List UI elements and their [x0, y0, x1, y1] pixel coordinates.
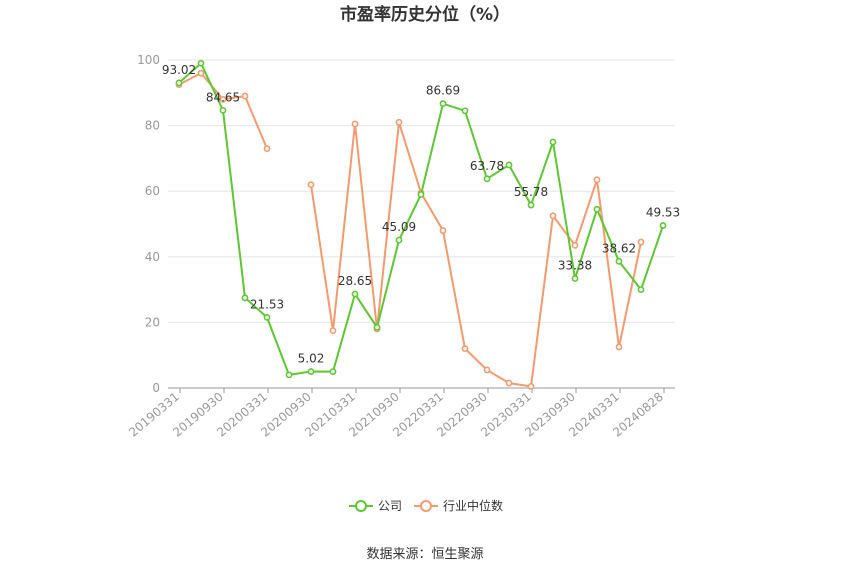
legend[interactable]: 公司 行业中位数 — [349, 498, 503, 513]
series-lines — [175, 59, 667, 390]
y-tick-label: 100 — [137, 53, 160, 67]
data-label: 55.78 — [514, 185, 548, 199]
data-point — [593, 176, 601, 184]
data-point — [593, 205, 601, 213]
data-point — [549, 138, 557, 146]
y-tick-label: 0 — [152, 381, 160, 395]
data-labels: 93.02 84.65 21.53 5.02 28.65 45.09 86.69 63.78 5… — [162, 63, 680, 366]
data-label: 63.78 — [470, 159, 504, 173]
chart-title: 市盈率历史分位（%） — [340, 4, 510, 25]
legend-item[interactable]: 公司 — [349, 499, 402, 513]
data-point — [219, 106, 227, 114]
data-label: 86.69 — [426, 84, 460, 98]
data-point — [659, 222, 667, 229]
data-point — [351, 120, 359, 128]
legend-marker — [355, 500, 367, 512]
data-point — [483, 175, 491, 183]
data-point — [241, 294, 249, 302]
legend-label: 公司 — [378, 499, 402, 513]
data-point — [307, 368, 315, 375]
data-point — [395, 236, 403, 244]
data-point — [505, 161, 513, 169]
data-point — [417, 191, 425, 198]
series-line — [310, 121, 642, 388]
legend-marker — [420, 500, 432, 512]
data-point — [571, 241, 579, 249]
data-point — [615, 343, 623, 351]
data-label: 93.02 — [162, 63, 196, 77]
data-label: 84.65 — [206, 90, 240, 104]
data-point — [395, 118, 403, 126]
data-label: 45.09 — [382, 220, 416, 234]
legend-item[interactable]: 行业中位数 — [414, 498, 503, 513]
data-label: 21.53 — [250, 297, 284, 311]
data-point — [351, 290, 359, 298]
data-label: 38.62 — [602, 241, 636, 255]
data-point — [175, 79, 183, 87]
data-point — [439, 100, 447, 108]
y-tick-label: 20 — [145, 315, 160, 329]
data-point — [505, 379, 513, 387]
legend-label: 行业中位数 — [443, 498, 503, 513]
data-point — [219, 95, 227, 103]
data-point — [483, 366, 491, 374]
data-point — [263, 313, 271, 321]
data-point — [241, 92, 249, 100]
y-axis-ticks: 0 20 40 60 80 100 — [137, 53, 160, 395]
data-point — [461, 107, 469, 115]
source-note: 数据来源：恒生聚源 — [366, 547, 483, 562]
data-point — [615, 257, 623, 265]
data-point — [461, 345, 469, 353]
data-point — [329, 327, 337, 334]
data-point — [549, 212, 557, 220]
data-label: 33.38 — [558, 259, 592, 273]
y-tick-label: 80 — [145, 119, 160, 133]
data-point — [329, 368, 337, 375]
data-point — [637, 238, 645, 246]
data-label: 5.02 — [298, 352, 325, 366]
y-tick-label: 40 — [145, 250, 160, 264]
data-point — [527, 201, 535, 209]
data-point — [263, 145, 271, 152]
data-point — [307, 181, 315, 189]
data-point — [285, 371, 293, 379]
data-point — [571, 275, 579, 282]
x-axis: 2019033120190930202003312020093020210331… — [126, 387, 675, 440]
data-point — [637, 286, 645, 293]
data-point — [373, 323, 381, 331]
data-label: 28.65 — [338, 274, 372, 288]
data-point — [439, 227, 447, 234]
data-label: 49.53 — [646, 206, 680, 220]
y-tick-label: 60 — [145, 184, 160, 198]
data-point — [527, 382, 535, 390]
data-point — [197, 69, 205, 77]
data-point — [197, 59, 205, 67]
